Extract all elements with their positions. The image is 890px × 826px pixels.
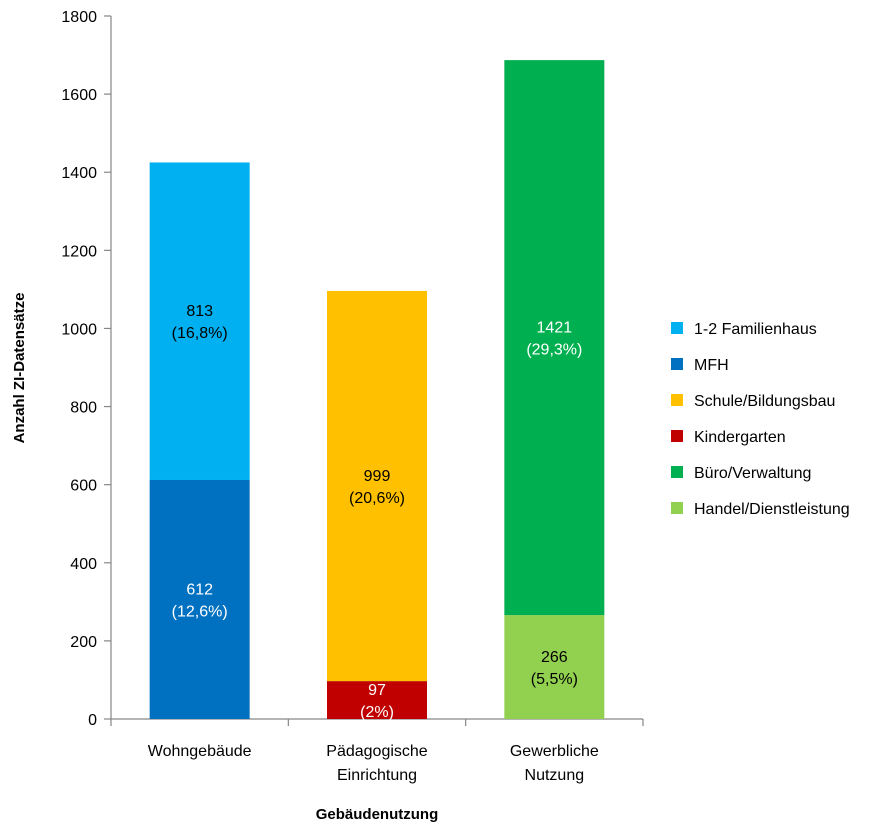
legend-swatch	[671, 322, 683, 334]
y-axis: 0 200 400 600 800 1000 1200 1400 1600 1800	[61, 9, 112, 729]
legend: 1-2 Familienhaus MFH Schule/Bildungsbau Kin…	[671, 321, 850, 518]
y-tick-label: 200	[70, 634, 97, 651]
data-label: (5,5%)	[531, 671, 578, 688]
data-label: (16,8%)	[172, 325, 228, 342]
bar-segment	[504, 60, 605, 616]
y-tick-label: 0	[88, 712, 97, 729]
bar-segment	[504, 615, 605, 719]
bars	[149, 60, 605, 719]
data-label: (29,3%)	[526, 342, 582, 359]
data-label: 999	[364, 468, 391, 485]
bar-segment	[327, 681, 427, 719]
data-label: 813	[186, 303, 213, 320]
legend-swatch	[671, 502, 683, 514]
data-label: (12,6%)	[172, 603, 228, 620]
data-label: 612	[186, 581, 213, 598]
legend-label: MFH	[694, 357, 729, 374]
legend-label: 1-2 Familienhaus	[694, 321, 817, 338]
legend-swatch	[671, 394, 683, 406]
data-label: 1421	[537, 320, 573, 337]
y-tick-label: 600	[70, 478, 97, 495]
legend-label: Büro/Verwaltung	[694, 465, 811, 482]
y-tick-label: 1000	[61, 321, 97, 338]
legend-swatch	[671, 466, 683, 478]
x-tick-label: Nutzung	[525, 767, 585, 784]
legend-swatch	[671, 430, 683, 442]
x-tick-label: Einrichtung	[337, 767, 417, 784]
y-tick-label: 400	[70, 556, 97, 573]
y-tick-label: 1400	[61, 165, 97, 182]
data-label: 266	[541, 649, 568, 666]
y-tick-label: 1600	[61, 87, 97, 104]
y-axis-title: Anzahl ZI-Datensätze	[11, 293, 28, 444]
x-axis-title: Gebäudenutzung	[316, 806, 439, 823]
x-tick-label: Wohngebäude	[148, 743, 252, 760]
y-tick-label: 800	[70, 400, 97, 417]
data-label: 97	[368, 682, 386, 699]
data-label: (20,6%)	[349, 490, 405, 507]
legend-swatch	[671, 358, 683, 370]
legend-label: Kindergarten	[694, 429, 786, 446]
legend-label: Handel/Dienstleistung	[694, 501, 850, 518]
legend-label: Schule/Bildungsbau	[694, 393, 835, 410]
y-tick-label: 1800	[61, 9, 97, 26]
x-tick-label: Gewerbliche	[510, 743, 599, 760]
category-labels: Wohngebäude Pädagogische Einrichtung Gewerb…	[148, 743, 599, 784]
bar-segment	[327, 290, 427, 682]
bar-segment	[149, 479, 250, 719]
bar-segment	[149, 162, 250, 480]
y-tick-label: 1200	[61, 243, 97, 260]
x-tick-label: Pädagogische	[326, 743, 428, 760]
data-label: (2%)	[360, 704, 394, 721]
segment-labels: 612 (12,6%) 813 (16,8%) 97 (2%) 999 (20,6%) 266 (…	[172, 303, 583, 721]
